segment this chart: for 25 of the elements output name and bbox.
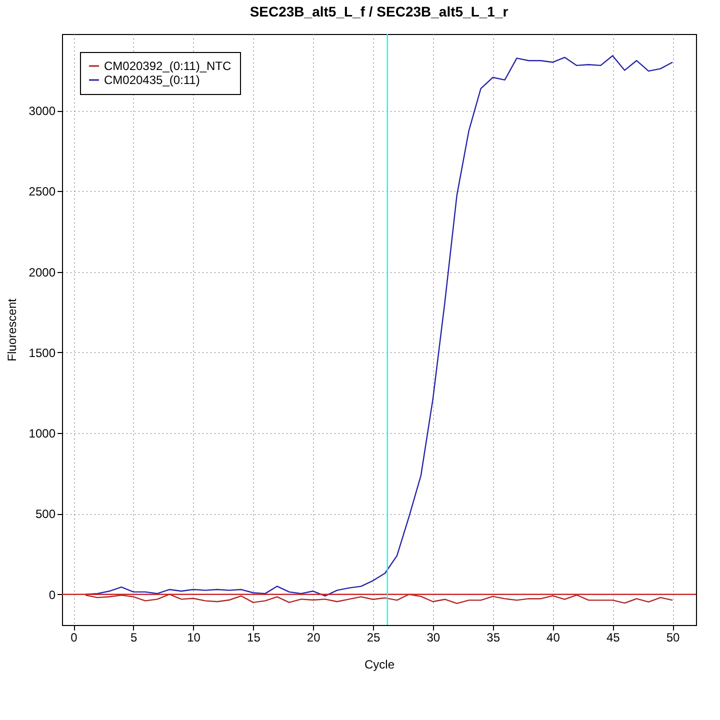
line-series — [84, 594, 674, 604]
x-tick-label: 45 — [606, 630, 620, 644]
y-tick-label: 1000 — [28, 426, 56, 441]
y-tick-label: 3000 — [28, 104, 56, 118]
y-tick-label: 0 — [48, 588, 56, 602]
y-axis-title: Fluorescent — [4, 298, 19, 362]
y-tick-label: 500 — [35, 507, 56, 522]
x-tick-label: 5 — [130, 630, 138, 644]
y-tick-label: 2000 — [28, 265, 56, 280]
x-tick-label: 50 — [666, 630, 680, 644]
x-tick-label: 40 — [546, 630, 560, 644]
x-tick-label: 35 — [486, 630, 500, 644]
x-tick-label: 0 — [70, 630, 78, 644]
x-tick-label: 30 — [426, 630, 440, 644]
chart-title: SEC23B_alt5_L_f / SEC23B_alt5_L_1_r — [250, 3, 509, 20]
x-tick-label: 25 — [366, 630, 381, 644]
x-tick-label: 20 — [306, 630, 321, 644]
legend-label: CM020435_(0:11) — [104, 73, 200, 87]
x-axis-title: Cycle — [364, 658, 395, 672]
x-tick-label: 10 — [187, 630, 201, 644]
line-series — [84, 55, 674, 597]
y-tick-label: 2500 — [28, 184, 56, 199]
x-tick-label: 15 — [247, 630, 261, 644]
legend-label: CM020392_(0:11)_NTC — [104, 59, 232, 73]
y-tick-label: 1500 — [28, 346, 56, 360]
